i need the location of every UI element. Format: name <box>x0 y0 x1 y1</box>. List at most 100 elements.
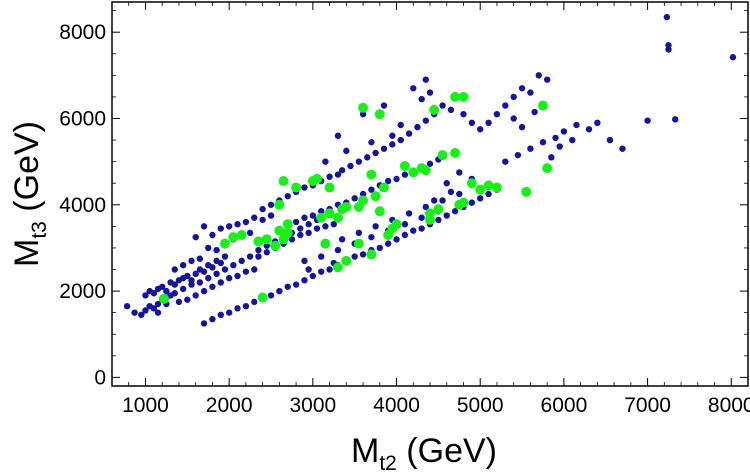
blue-point-59 <box>267 212 275 219</box>
blue-point-10 <box>142 292 149 299</box>
blue-point-32 <box>192 292 199 299</box>
blue-point-142 <box>527 145 534 152</box>
x-tick-label-1000: 1000 <box>122 394 169 417</box>
green-point-24 <box>366 169 377 180</box>
blue-point-85 <box>318 208 325 215</box>
blue-point-99 <box>414 123 421 131</box>
blue-point-238 <box>305 221 312 228</box>
blue-point-161 <box>292 281 300 288</box>
green-point-51 <box>542 163 553 174</box>
blue-point-224 <box>188 281 195 288</box>
green-point-30 <box>391 219 402 230</box>
blue-point-70 <box>259 205 266 213</box>
green-point-9 <box>282 227 293 238</box>
blue-point-117 <box>468 119 476 127</box>
blue-point-49 <box>246 229 254 237</box>
blue-point-223 <box>179 285 187 293</box>
green-point-46 <box>374 109 385 120</box>
blue-point-98 <box>405 130 413 137</box>
blue-point-194 <box>368 233 375 241</box>
green-point-2 <box>228 232 239 243</box>
blue-point-135 <box>535 72 542 79</box>
y-axis-label-main: M <box>8 239 46 267</box>
green-point-12 <box>278 176 289 187</box>
green-point-59 <box>425 214 435 225</box>
blue-point-175 <box>410 227 417 234</box>
blue-point-64 <box>288 236 296 243</box>
x-tick-label-5000: 5000 <box>457 394 504 417</box>
green-point-32 <box>408 167 419 178</box>
blue-point-222 <box>171 290 178 297</box>
blue-point-187 <box>456 169 463 176</box>
blue-point-137 <box>510 115 517 122</box>
blue-point-24 <box>200 268 208 275</box>
blue-point-53 <box>217 225 224 232</box>
green-point-55 <box>341 255 352 266</box>
blue-point-173 <box>393 236 400 243</box>
blue-point-78 <box>326 173 333 180</box>
blue-point-130 <box>493 110 501 118</box>
green-point-50 <box>537 100 548 111</box>
blue-point-22 <box>192 270 199 278</box>
blue-point-172 <box>384 240 392 247</box>
blue-point-50 <box>200 223 208 230</box>
blue-point-215 <box>671 116 679 123</box>
blue-point-57 <box>251 214 258 221</box>
green-point-43 <box>483 180 494 191</box>
blue-point-190 <box>301 257 308 265</box>
green-point-20 <box>324 182 335 193</box>
y-tick-label-2000: 2000 <box>59 280 106 303</box>
blue-point-230 <box>238 257 245 265</box>
y-axis-label: Mt3 (GeV) <box>8 121 51 267</box>
blue-point-182 <box>468 199 476 206</box>
blue-point-125 <box>322 158 329 165</box>
green-point-44 <box>491 182 502 193</box>
blue-point-33 <box>200 287 208 295</box>
blue-point-229 <box>230 261 237 269</box>
blue-point-180 <box>451 208 459 215</box>
blue-point-73 <box>284 192 291 200</box>
blue-point-227 <box>213 270 220 278</box>
green-point-48 <box>450 91 461 102</box>
blue-point-113 <box>426 89 434 96</box>
blue-point-145 <box>560 128 568 135</box>
blue-point-162 <box>301 277 308 284</box>
blue-point-119 <box>485 119 492 127</box>
blue-point-65 <box>297 231 304 239</box>
blue-point-42 <box>188 257 195 265</box>
green-point-7 <box>274 225 285 236</box>
blue-point-188 <box>443 180 450 187</box>
blue-point-83 <box>301 214 308 221</box>
blue-point-141 <box>514 151 522 159</box>
blue-point-163 <box>309 272 317 280</box>
blue-point-151 <box>209 315 216 323</box>
blue-point-75 <box>301 184 308 191</box>
blue-point-155 <box>242 302 250 310</box>
blue-point-200 <box>305 266 312 273</box>
blue-point-219 <box>556 143 563 150</box>
blue-point-168 <box>351 253 358 260</box>
blue-point-209 <box>430 197 438 204</box>
blue-point-197 <box>418 214 425 221</box>
green-point-26 <box>374 206 385 217</box>
blue-point-176 <box>418 225 425 232</box>
blue-point-134 <box>527 89 534 96</box>
blue-point-45 <box>213 246 220 254</box>
blue-point-154 <box>234 305 241 312</box>
blue-point-114 <box>439 102 446 109</box>
x-axis-label-sub: t2 <box>379 452 397 473</box>
y-tick-label-0: 0 <box>94 366 106 389</box>
green-point-58 <box>257 292 268 303</box>
blue-point-203 <box>372 223 379 230</box>
blue-point-231 <box>246 253 254 260</box>
blue-point-213 <box>665 41 672 49</box>
green-point-11 <box>282 219 293 230</box>
green-point-13 <box>291 182 302 193</box>
x-tick-label-8000: 8000 <box>708 394 750 417</box>
blue-point-52 <box>209 231 216 239</box>
blue-point-159 <box>276 287 283 295</box>
x-tick-label-2000: 2000 <box>206 394 253 417</box>
blue-point-165 <box>326 266 333 273</box>
green-point-25 <box>370 191 381 202</box>
blue-point-218 <box>548 154 555 161</box>
